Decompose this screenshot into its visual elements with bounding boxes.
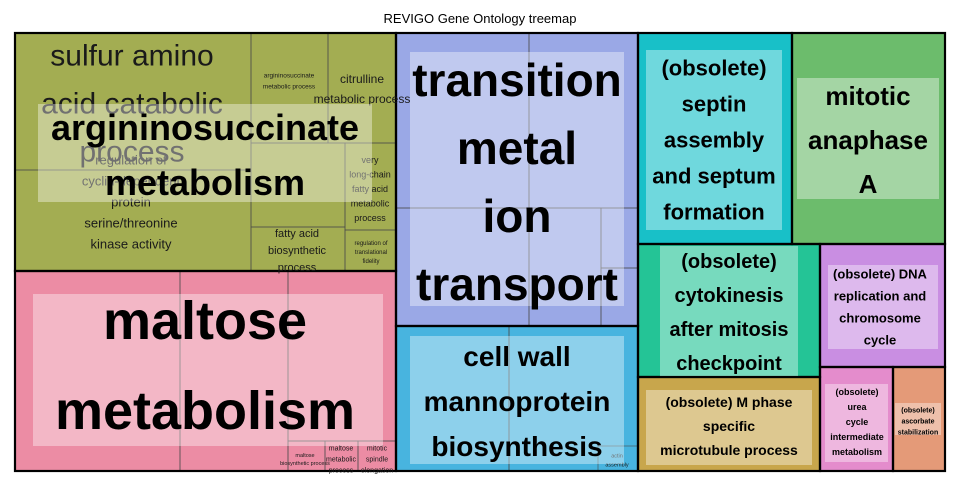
group-label-mitotic-anaphase-a: mitotic anaphase A [808,81,928,199]
treemap-group-obsolete-dna-replication-and-chromosome- [820,244,945,367]
group-label-obsolete-urea-cycle-intermediate-metabol: (obsolete) urea cycle intermediate metabolis… [830,387,884,457]
treemap-group-obsolete-ascorbate-stabilization [893,367,945,471]
treemap-group-transition-metal-ion-transport [396,33,638,326]
group-label-box [38,104,372,202]
treemap-group-obsolete-urea-cycle-intermediate-metabol [820,367,893,471]
group-label-argininosuccinate-metabolism: argininosuccinate metabolism [51,107,359,203]
treemap-group-cell-wall-mannoprotein-biosynthesis [396,326,638,471]
treemap-group-border [891,365,947,473]
term-label: regulation of cyclin-dependent protein seri… [82,153,181,252]
chart-title: REVIGO Gene Ontology treemap [383,11,577,26]
treemap-group-maltose-metabolism [15,271,396,471]
group-label-obsolete-dna-replication-and-chromosome-: (obsolete) DNA replication and chromosome c… [833,267,928,348]
treemap-group-obsolete-cytokinesis-after-mitosis-check [638,244,820,377]
group-label-box [33,294,383,446]
group-label-box [646,50,782,230]
group-label-obsolete-ascorbate-stabilization: (obsolete) ascorbate stabilization [898,407,938,436]
term-label: maltose biosynthetic process [280,453,330,467]
group-label-obsolete-cytokinesis-after-mitosis-check: (obsolete) cytokinesis after mitosis checkp… [670,251,789,375]
group-label-box [410,52,624,306]
group-label-obsolete-septin-assembly-and-septum-form: (obsolete) septin assembly and septum format… [652,56,775,225]
treemap-group-obsolete-m-phase-specific-microtubule-pr [638,377,820,471]
group-label-box [660,246,798,376]
group-label-transition-metal-ion-transport: transition metal ion transport [412,54,622,310]
group-label-box [410,336,624,464]
treemap-group-obsolete-septin-assembly-and-septum-form [638,33,792,244]
term-label: maltose metabolic process [326,445,356,474]
group-label-box [895,403,941,435]
term-label: fatty acid biosynthetic process [268,228,327,274]
term-label: argininosuccinate metabolic process [263,72,316,90]
group-label-box [646,390,812,465]
group-label-cell-wall-mannoprotein-biosynthesis: cell wall mannoprotein biosynthesis [424,341,611,462]
term-label: mitotic spindle elongation [361,445,393,474]
term-label: very long-chain fatty acid metabolic process [349,155,391,223]
group-label-box [828,265,938,349]
term-label: regulation of translational fidelity [354,241,387,265]
term-label: citrulline metabolic process [314,72,411,106]
group-label-obsolete-m-phase-specific-microtubule-pr: (obsolete) M phase specific microtubule pr… [660,394,798,458]
group-label-box [825,384,888,462]
group-label-maltose-metabolism: maltose metabolism [55,291,355,441]
term-label: sulfur amino acid catabolic process [41,40,223,169]
treemap-group-mitotic-anaphase-a [792,33,945,244]
term-label: actin assembly [605,453,628,468]
group-label-box [797,78,939,199]
treemap-group-argininosuccinate-metabolism [15,33,396,271]
